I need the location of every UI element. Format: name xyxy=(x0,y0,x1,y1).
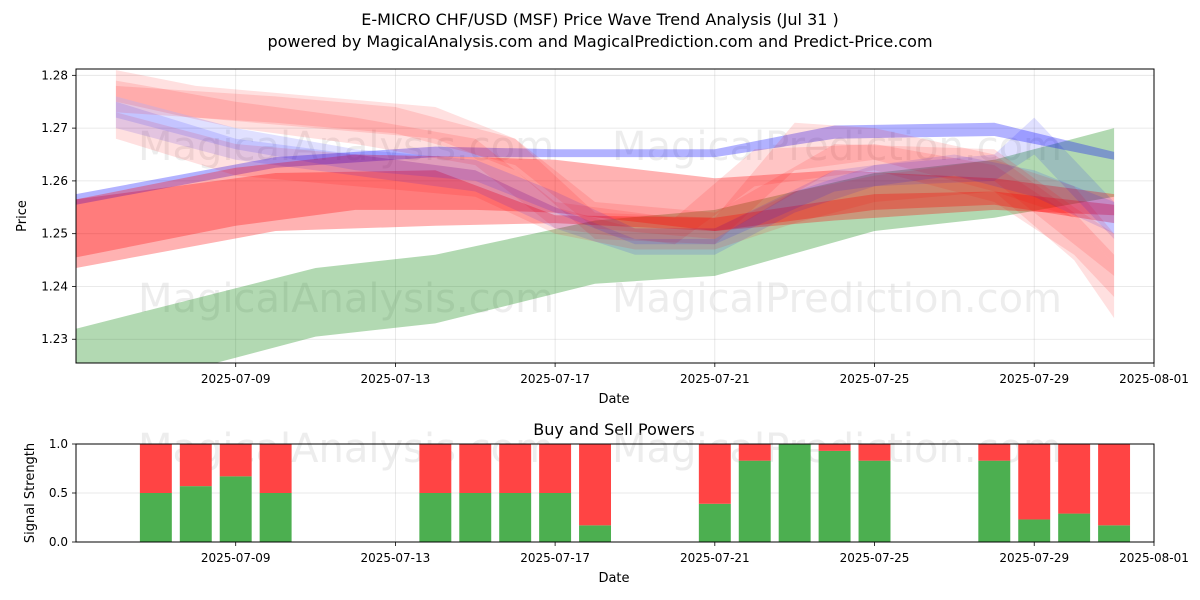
buy-bar xyxy=(419,493,452,542)
y-tick-label: 1.23 xyxy=(41,332,68,346)
sell-bar xyxy=(539,444,572,493)
sell-bar xyxy=(1058,444,1091,514)
green-trend-band xyxy=(76,128,1115,363)
red-trend-band xyxy=(76,154,1115,258)
y-tick-label: 1.28 xyxy=(41,68,68,82)
buy-bar xyxy=(1058,513,1091,542)
x-tick-label: 2025-07-17 xyxy=(520,551,590,565)
x-tick-label: 2025-07-21 xyxy=(680,551,750,565)
x-tick-label: 2025-07-25 xyxy=(840,551,910,565)
buy-bar xyxy=(858,460,891,542)
x-tick-label: 2025-08-01 xyxy=(1119,372,1189,386)
signal-title: Buy and Sell Powers xyxy=(533,420,695,439)
buy-bar xyxy=(978,460,1011,542)
red-trend-band xyxy=(115,70,1115,319)
sell-bar xyxy=(1098,444,1131,526)
sell-bar xyxy=(499,444,532,493)
buy-bar xyxy=(539,493,572,542)
price-axes-frame xyxy=(75,68,1155,364)
buy-bar xyxy=(219,476,252,542)
x-tick-label: 2025-07-25 xyxy=(840,372,910,386)
watermark-text: MagicalPrediction.com xyxy=(612,276,1062,322)
buy-bar xyxy=(698,503,731,542)
x-tick-label: 2025-07-21 xyxy=(680,372,750,386)
price-ylabel: Price xyxy=(15,200,30,232)
sell-bar xyxy=(818,444,851,451)
x-tick-label: 2025-07-13 xyxy=(361,551,431,565)
blue-trend-band xyxy=(115,96,1115,245)
sell-bar xyxy=(1018,444,1051,520)
red-trend-band xyxy=(115,112,1115,266)
red-trend-band xyxy=(115,85,1115,276)
buy-bar xyxy=(1098,525,1131,542)
sell-bar xyxy=(139,444,172,493)
y-tick-label: 1.25 xyxy=(41,227,68,241)
sell-bar xyxy=(978,444,1011,461)
x-tick-label: 2025-07-29 xyxy=(999,551,1069,565)
y-tick-label: 1.26 xyxy=(41,174,68,188)
buy-bar xyxy=(259,493,292,542)
y-tick-label: 1.27 xyxy=(41,121,68,135)
sell-bar xyxy=(259,444,292,493)
sell-bar xyxy=(179,444,212,487)
blue-trend-band xyxy=(76,122,1115,205)
price-xlabel: Date xyxy=(598,392,629,407)
x-tick-label: 2025-07-09 xyxy=(201,372,271,386)
x-tick-label: 2025-07-13 xyxy=(361,372,431,386)
signal-ylabel: Signal Strength xyxy=(23,443,38,543)
buy-bar xyxy=(139,493,172,542)
sell-bar xyxy=(419,444,452,493)
watermark-text: MagicalAnalysis.com xyxy=(138,124,554,170)
y-tick-label: 1.24 xyxy=(41,279,68,293)
x-tick-label: 2025-07-29 xyxy=(999,372,1069,386)
y-tick-label: 0.5 xyxy=(49,486,68,500)
chart-subtitle: powered by MagicalAnalysis.com and Magic… xyxy=(267,32,932,51)
x-tick-label: 2025-07-09 xyxy=(201,551,271,565)
red-trend-band xyxy=(115,80,1115,297)
x-tick-label: 2025-08-01 xyxy=(1119,551,1189,565)
buy-bar xyxy=(778,444,811,542)
buy-bar xyxy=(499,493,532,542)
buy-bar xyxy=(818,450,851,542)
price-bands xyxy=(76,70,1115,363)
watermark-text: MagicalAnalysis.com xyxy=(138,276,554,322)
watermark-text: MagicalPrediction.com xyxy=(612,124,1062,170)
sell-bar xyxy=(459,444,492,493)
red-trend-band xyxy=(76,170,1115,268)
sell-bar xyxy=(698,444,731,504)
chart-title: E-MICRO CHF/USD (MSF) Price Wave Trend A… xyxy=(361,10,839,29)
buy-bar xyxy=(459,493,492,542)
signal-xlabel: Date xyxy=(598,571,629,586)
price-grid xyxy=(76,69,1155,363)
signal-ticks: 2025-07-09 2025-07-13 2025-07-17 2025-07-21… xyxy=(49,437,1189,565)
price-ticks: 2025-07-09 2025-07-13 2025-07-17 2025-07-21… xyxy=(41,68,1189,386)
buy-bar xyxy=(1018,519,1051,542)
y-tick-label: 0.0 xyxy=(49,535,68,549)
sell-bar xyxy=(579,444,612,526)
buy-bar xyxy=(738,460,771,542)
y-tick-label: 1.0 xyxy=(49,437,68,451)
x-tick-label: 2025-07-17 xyxy=(520,372,590,386)
price-watermarks: MagicalAnalysis.com MagicalPrediction.co… xyxy=(138,124,1062,322)
signal-bars xyxy=(139,444,1131,542)
sell-bar xyxy=(858,444,891,461)
sell-bar xyxy=(738,444,771,461)
blue-trend-band xyxy=(115,101,1115,255)
sell-bar xyxy=(219,444,252,477)
buy-bar xyxy=(179,486,212,542)
buy-bar xyxy=(579,525,612,542)
